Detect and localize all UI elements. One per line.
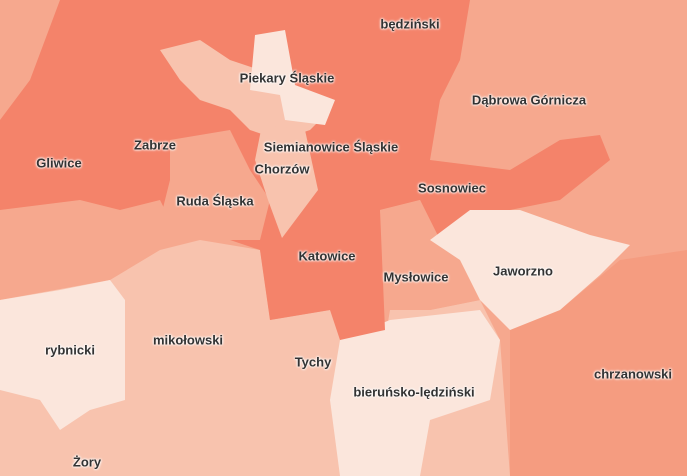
label-dabrowa-gornicza: Dąbrowa Górnicza — [471, 92, 587, 108]
label-bedzinski: będziński — [380, 16, 440, 32]
label-rybnicki: rybnicki — [45, 342, 95, 358]
label-gliwice: Gliwice — [36, 155, 82, 171]
region-jaworzno[interactable] — [430, 210, 630, 330]
label-katowice: Katowice — [298, 248, 356, 264]
label-chrzanowski: chrzanowski — [593, 366, 673, 382]
label-ruda-slaska: Ruda Śląska — [176, 193, 254, 209]
label-mikolowski: mikołowski — [152, 332, 224, 348]
label-tychy: Tychy — [294, 354, 332, 370]
region-chrzanowski[interactable] — [510, 250, 687, 476]
label-jaworzno: Jaworzno — [493, 263, 553, 279]
region-piekary-slaskie[interactable] — [250, 30, 335, 125]
label-sosnowiec: Sosnowiec — [418, 180, 486, 196]
region-rybnicki[interactable] — [0, 280, 125, 430]
label-zabrze: Zabrze — [134, 137, 176, 153]
label-siemianowice-slaskie: Siemianowice Śląskie — [263, 139, 399, 155]
label-piekary-slaskie: Piekary Śląskie — [239, 70, 335, 86]
region-bierunsko-ledzinski[interactable] — [330, 310, 500, 476]
label-bierunsko-ledzinski: bieruńsko-lędziński — [353, 384, 475, 400]
label-chorzow: Chorzów — [254, 161, 310, 177]
label-zory: Żory — [72, 454, 102, 470]
region-chorzow[interactable] — [255, 125, 318, 238]
region-myslowice[interactable] — [380, 200, 480, 310]
label-myslowice: Mysłowice — [383, 269, 449, 285]
region-ruda-slaska[interactable] — [160, 130, 270, 240]
